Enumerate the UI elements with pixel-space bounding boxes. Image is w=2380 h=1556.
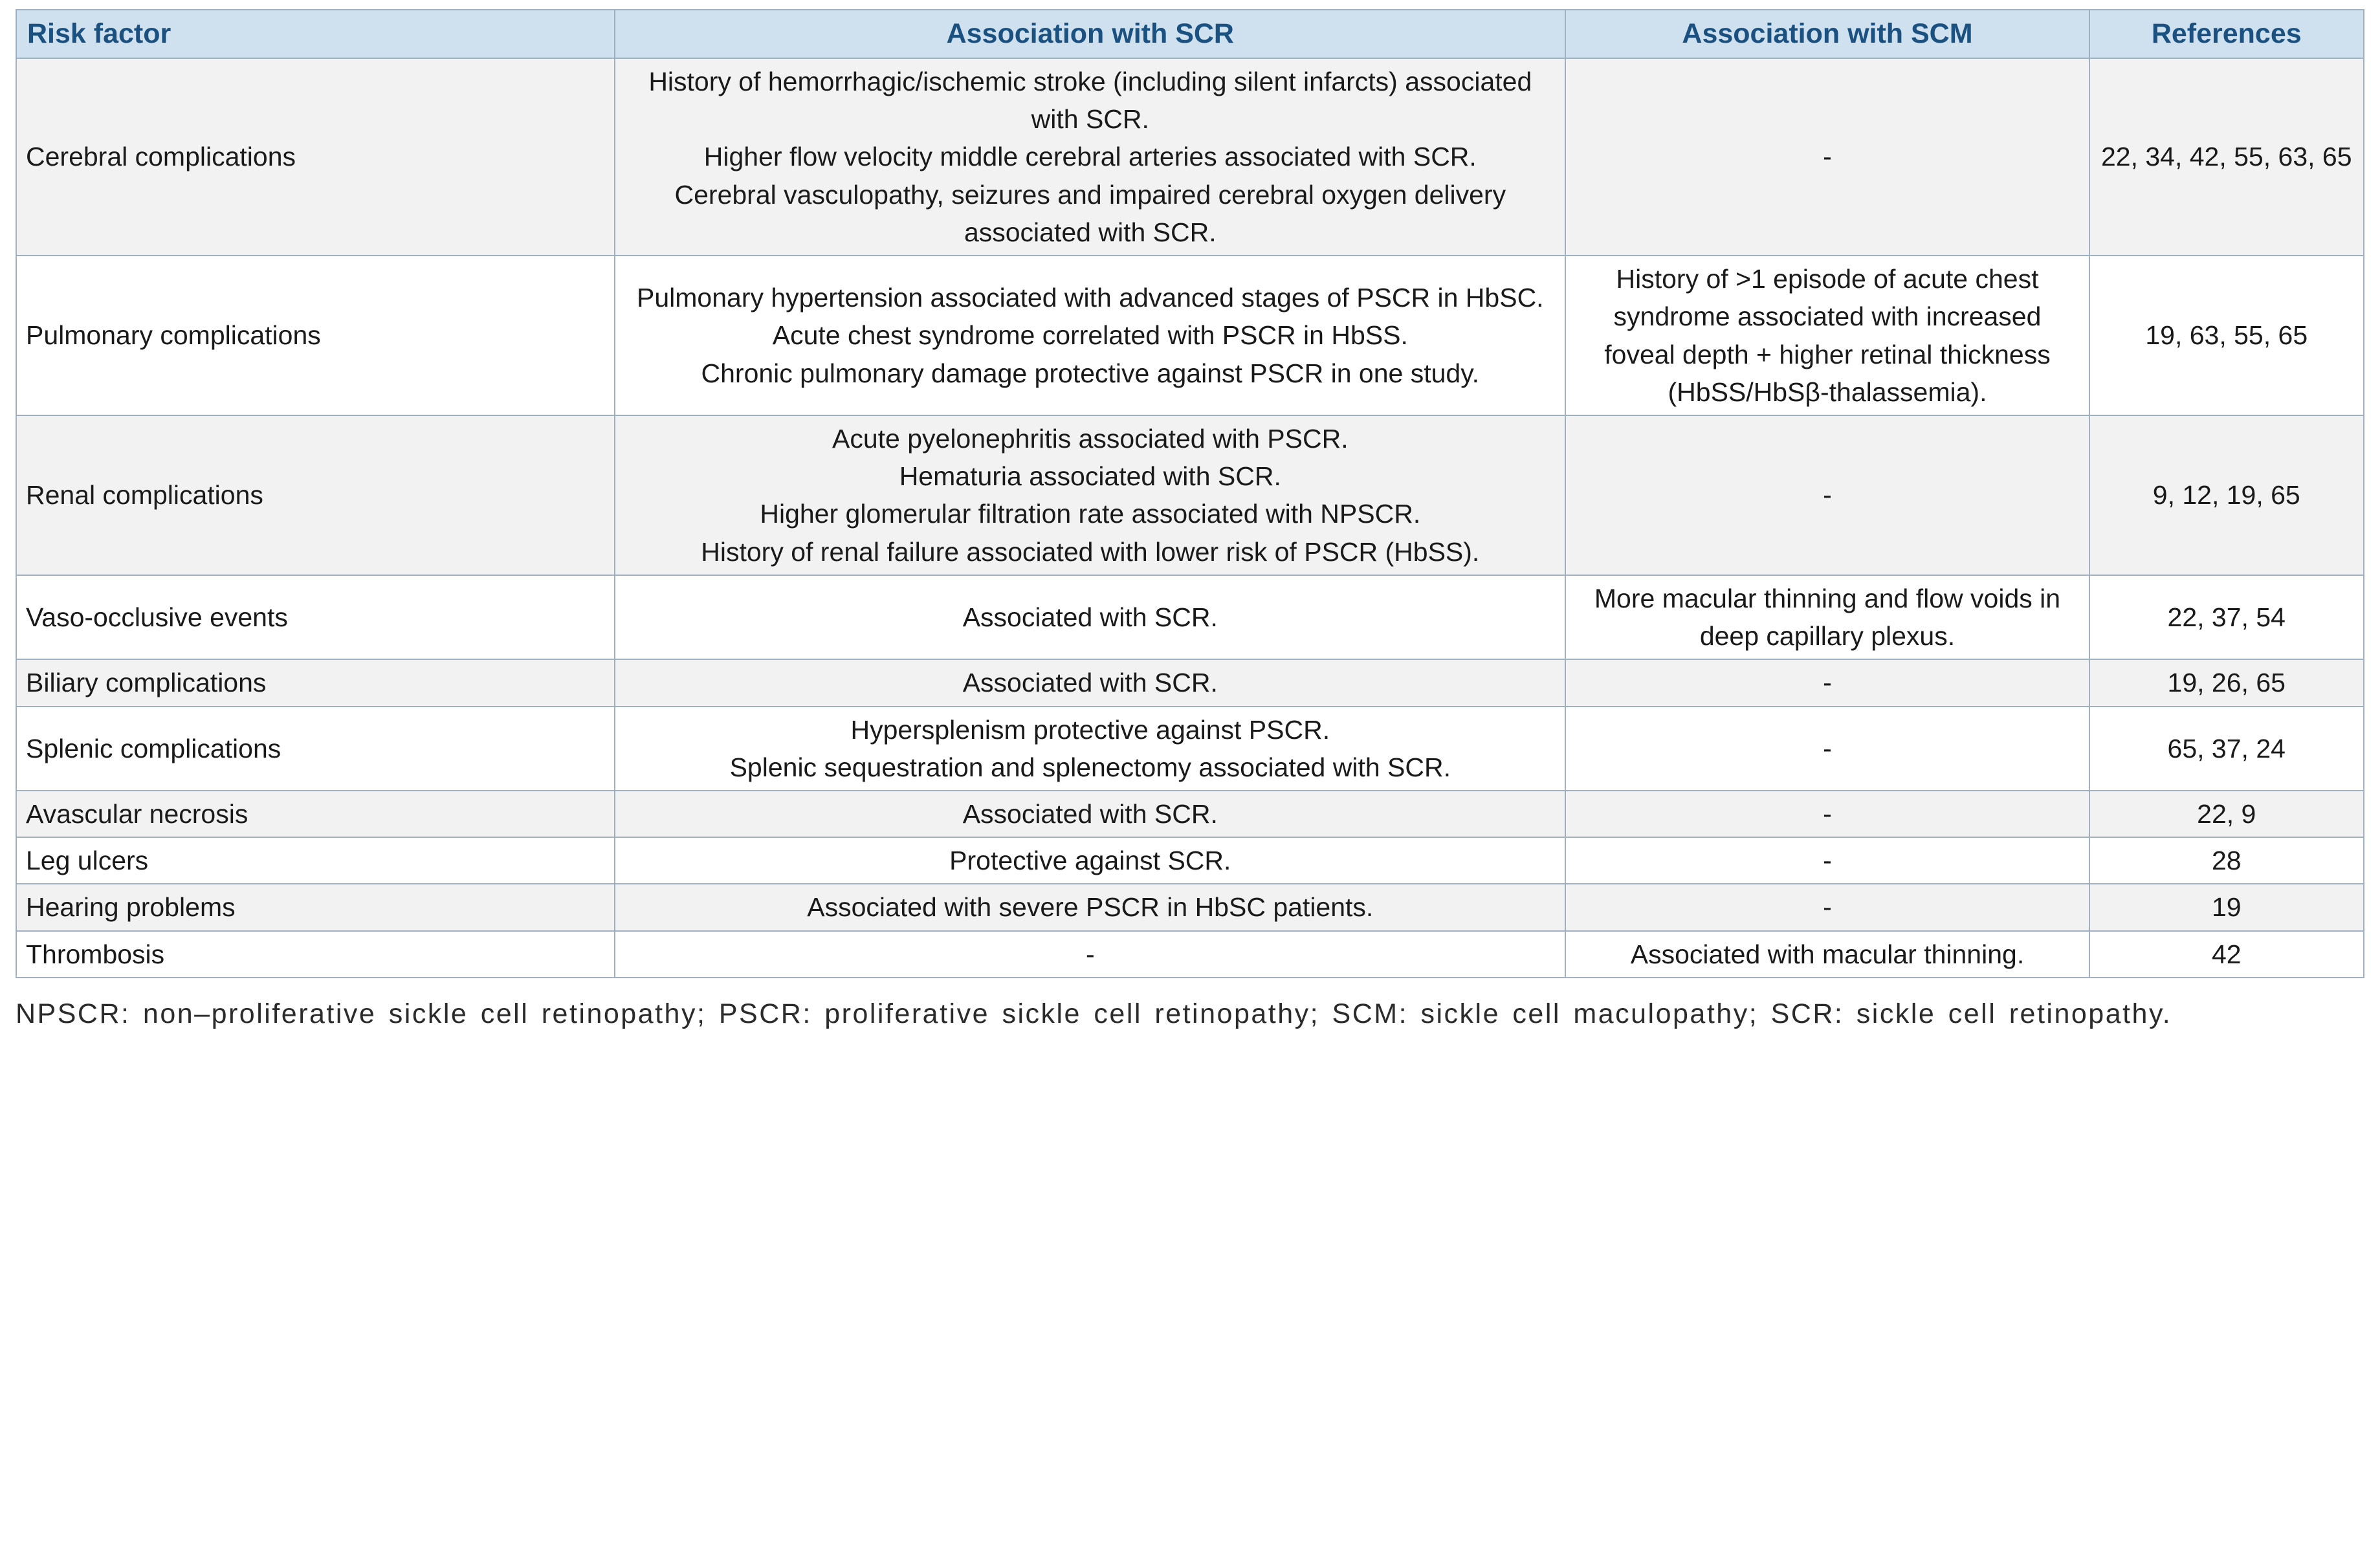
table-row-renal: Renal complications Acute pyelonephritis… [15, 415, 2364, 576]
table-row-splenic: Splenic complications Hypersplenism prot… [15, 705, 2364, 791]
scr-cell: Associated with SCR. [614, 659, 1567, 707]
scr-cell: Protective against SCR. [614, 837, 1567, 885]
scm-cell: - [1565, 883, 2090, 932]
scm-cell: - [1565, 415, 2090, 576]
table-row-avascular-necrosis: Avascular necrosis Associated with SCR. … [15, 789, 2364, 838]
scm-cell: - [1565, 789, 2090, 838]
page: Risk factor Association with SCR Associa… [15, 8, 2364, 1029]
scm-cell: - [1565, 659, 2090, 707]
risk-factor-cell: Pulmonary complications [15, 255, 616, 417]
scr-cell: History of hemorrhagic/ischemic stroke (… [614, 58, 1567, 257]
risk-factor-cell: Renal complications [15, 415, 616, 576]
risk-factor-cell: Cerebral complications [15, 58, 616, 257]
header-risk-factor: Risk factor [15, 8, 616, 60]
table-row-vaso-occlusive: Vaso-occlusive events Associated with SC… [15, 574, 2364, 661]
references-cell: 28 [2088, 837, 2364, 885]
table-row-leg-ulcers: Leg ulcers Protective against SCR. - 28 [15, 837, 2364, 885]
scm-cell: Associated with macular thinning. [1565, 930, 2090, 978]
risk-factor-cell: Hearing problems [15, 883, 616, 932]
table-row-pulmonary: Pulmonary complications Pulmonary hypert… [15, 255, 2364, 417]
scr-cell: Associated with severe PSCR in HbSC pati… [614, 883, 1567, 932]
header-row: Risk factor Association with SCR Associa… [15, 8, 2364, 60]
risk-factor-cell: Vaso-occlusive events [15, 574, 616, 661]
risk-factor-cell: Splenic complications [15, 705, 616, 791]
risk-factor-cell: Leg ulcers [15, 837, 616, 885]
risk-factor-cell: Biliary complications [15, 659, 616, 707]
scr-cell: Associated with SCR. [614, 789, 1567, 838]
scm-cell: History of >1 episode of acute chest syn… [1565, 255, 2090, 417]
scr-cell: Hypersplenism protective against PSCR. S… [614, 705, 1567, 791]
scm-cell: - [1565, 837, 2090, 885]
table-row-biliary: Biliary complications Associated with SC… [15, 659, 2364, 707]
header-association-scr: Association with SCR [614, 8, 1567, 60]
references-cell: 22, 34, 42, 55, 63, 65 [2088, 58, 2364, 257]
scm-cell: More macular thinning and flow voids in … [1565, 574, 2090, 661]
table-row-hearing: Hearing problems Associated with severe … [15, 883, 2364, 932]
references-cell: 19, 26, 65 [2088, 659, 2364, 707]
scm-cell: - [1565, 705, 2090, 791]
risk-factor-cell: Thrombosis [15, 930, 616, 978]
scr-cell: Acute pyelonephritis associated with PSC… [614, 415, 1567, 576]
table-footnote-abbreviations: NPSCR: non–proliferative sickle cell ret… [16, 998, 2172, 1029]
header-association-scm: Association with SCM [1565, 8, 2090, 60]
risk-factor-cell: Avascular necrosis [15, 789, 616, 838]
scm-cell: - [1565, 58, 2090, 257]
references-cell: 42 [2088, 930, 2364, 978]
table-row-thrombosis: Thrombosis - Associated with macular thi… [15, 930, 2364, 978]
references-cell: 9, 12, 19, 65 [2088, 415, 2364, 576]
references-cell: 19, 63, 55, 65 [2088, 255, 2364, 417]
references-cell: 22, 37, 54 [2088, 574, 2364, 661]
references-cell: 22, 9 [2088, 789, 2364, 838]
references-cell: 65, 37, 24 [2088, 705, 2364, 791]
scr-cell: - [614, 930, 1567, 978]
header-references: References [2088, 8, 2364, 60]
risk-factor-table: Risk factor Association with SCR Associa… [15, 8, 2364, 978]
table-row-cerebral: Cerebral complications History of hemorr… [15, 58, 2364, 257]
scr-cell: Pulmonary hypertension associated with a… [614, 255, 1567, 417]
scr-cell: Associated with SCR. [614, 574, 1567, 661]
references-cell: 19 [2088, 883, 2364, 932]
